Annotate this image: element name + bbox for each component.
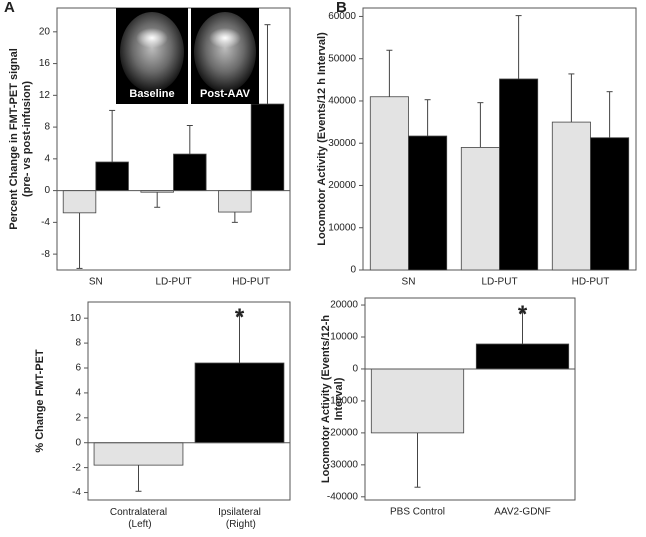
- bar: [369, 96, 409, 271]
- error-bar: [186, 125, 193, 155]
- y-tick-label: 12: [39, 90, 51, 101]
- error-bar: [515, 15, 522, 79]
- error-bar: [264, 24, 271, 105]
- panel-label: B: [336, 0, 347, 16]
- error-bar: [568, 73, 575, 123]
- x-tick-label: SN: [89, 277, 103, 288]
- error-bar: [76, 212, 83, 269]
- y-tick-label: 20: [39, 26, 51, 37]
- chart: 0 10000 20000 30000 40000 50000 60000 SN LD-PUT H…: [316, 7, 637, 288]
- error-bar: [154, 192, 161, 208]
- error-bar: [386, 49, 393, 97]
- plot-frame: [364, 297, 576, 501]
- bar: [590, 137, 630, 271]
- x-tick-label: HD-PUT: [232, 277, 270, 288]
- plot-frame: [87, 301, 291, 501]
- bar: [551, 121, 591, 271]
- bar: [499, 78, 539, 271]
- inset-image: [209, 28, 241, 48]
- x-tick-label: Contralateral (Left): [110, 507, 167, 530]
- y-axis-label: Interval): [333, 377, 345, 420]
- y-tick-label: 0: [350, 265, 356, 276]
- error-bar: [424, 99, 431, 137]
- panel-label: A: [4, 0, 15, 16]
- bar: [475, 343, 570, 370]
- y-tick-label: 0: [75, 437, 81, 448]
- y-tick-label: 2: [75, 412, 81, 423]
- y-tick-label: 8: [75, 338, 81, 349]
- error-bar: [606, 91, 613, 138]
- y-tick-label: 10: [70, 313, 82, 324]
- chart: -8 -4 0 4 8 12 16 20 SN LD-PUT HD-PUT Percent Chang…: [8, 7, 291, 288]
- x-tick-label-line: Ipsilateral: [218, 507, 261, 518]
- bar: [218, 190, 252, 213]
- y-tick-label: -4: [72, 487, 81, 498]
- y-tick-label: 20000: [330, 300, 358, 311]
- bar: [408, 135, 448, 271]
- inset-images: Baseline Post-AAV: [116, 8, 259, 104]
- y-tick-label: -10000: [327, 396, 359, 407]
- y-tick-label: 0: [352, 364, 358, 375]
- inset-label: Baseline: [129, 88, 174, 100]
- y-tick-label: -4: [41, 217, 50, 228]
- x-tick-label: SN: [402, 277, 416, 288]
- bar: [370, 368, 465, 434]
- error-bar: [231, 212, 238, 223]
- inset-label: Post-AAV: [200, 88, 251, 100]
- bar: [173, 153, 207, 192]
- y-tick-label: 30000: [328, 138, 356, 149]
- error-bar: [109, 109, 116, 163]
- x-tick-label-line: (Right): [223, 519, 256, 530]
- y-axis-label: Percent Change in FMT-PET signal: [8, 48, 20, 230]
- y-tick-label: 8: [44, 122, 50, 133]
- y-tick-label: -2: [72, 462, 81, 473]
- x-tick-label: Ipsilateral (Right): [218, 507, 261, 530]
- y-tick-label: -40000: [327, 491, 359, 502]
- y-tick-label: 10000: [330, 332, 358, 343]
- error-bar: [414, 432, 421, 488]
- error-bar: [477, 102, 484, 148]
- error-bar: [236, 313, 243, 364]
- y-tick-label: 50000: [328, 53, 356, 64]
- inset-image: [136, 28, 168, 48]
- chart: -4 -2 0 2 4 6 8 10 Contralateral (Left) Ipsilater…: [34, 301, 291, 530]
- bar: [460, 147, 500, 271]
- y-tick-label: -20000: [327, 428, 359, 439]
- error-bar: [135, 465, 142, 492]
- y-tick-label: 4: [75, 388, 81, 399]
- chart: -40000 -30000 -20000 -10000 0 10000 20000 PBS C…: [320, 297, 576, 518]
- y-axis-label: (pre- vs post-infusion): [21, 81, 33, 197]
- y-tick-label: 6: [75, 363, 81, 374]
- inset-image: [194, 12, 256, 92]
- bar: [250, 103, 285, 192]
- y-tick-label: 0: [44, 185, 50, 196]
- y-tick-label: -8: [41, 249, 50, 260]
- bar: [93, 442, 184, 466]
- x-tick-label-line: Contralateral: [110, 507, 167, 518]
- x-tick-label-line: (Left): [125, 519, 151, 530]
- x-tick-label: AAV2-GDNF: [494, 507, 551, 518]
- y-tick-label: 40000: [328, 96, 356, 107]
- x-tick-label: LD-PUT: [481, 277, 517, 288]
- y-tick-label: 16: [39, 58, 51, 69]
- y-axis-label: Locomotor Activity (Events/12-h: [320, 315, 332, 484]
- annotation: *: [235, 304, 245, 331]
- y-axis-label: Locomotor Activity (Events/12 h Interval…: [316, 32, 328, 246]
- x-tick-label: LD-PUT: [155, 277, 191, 288]
- y-tick-label: 60000: [328, 11, 356, 22]
- inset-image: [120, 12, 184, 92]
- annotation: *: [518, 301, 528, 328]
- bar: [194, 362, 285, 444]
- y-tick-label: -30000: [327, 459, 359, 470]
- y-tick-label: 10000: [328, 222, 356, 233]
- y-tick-label: 20000: [328, 180, 356, 191]
- x-tick-label: HD-PUT: [572, 277, 610, 288]
- y-tick-label: 4: [44, 153, 50, 164]
- bar: [95, 161, 129, 192]
- error-bar: [519, 310, 526, 345]
- bar: [62, 190, 97, 214]
- x-tick-label: PBS Control: [390, 507, 445, 518]
- y-axis-label: % Change FMT-PET: [34, 349, 46, 453]
